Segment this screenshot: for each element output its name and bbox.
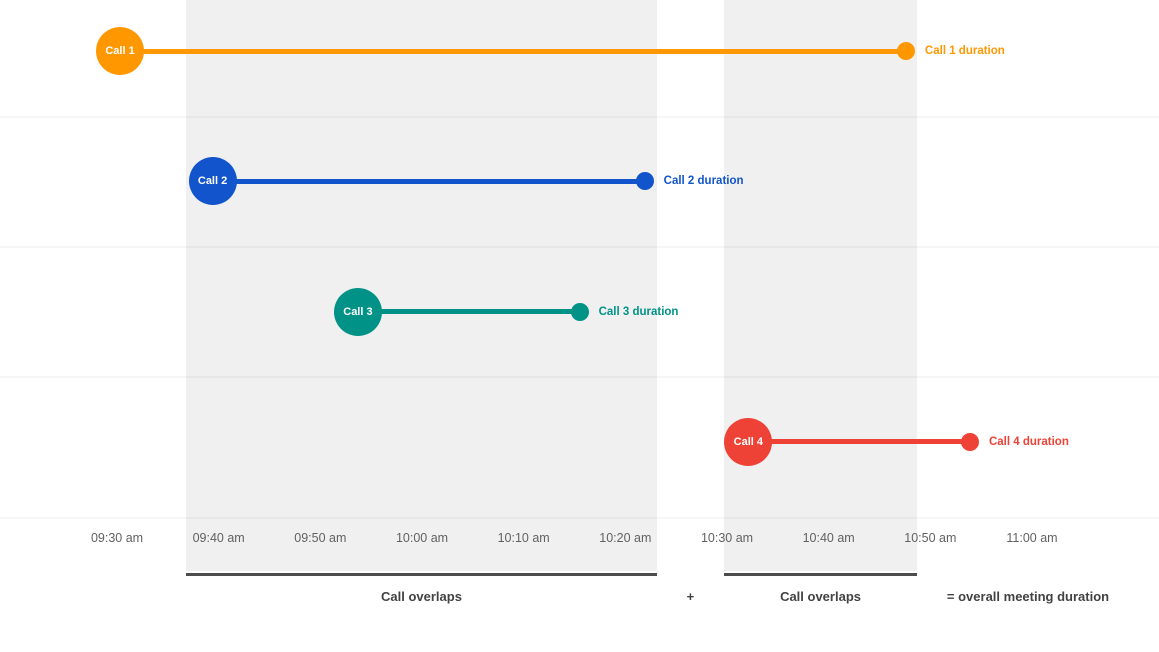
call-label: Call 4: [733, 435, 764, 448]
call-duration-line[interactable]: [357, 309, 580, 315]
overlap-band-label: Call overlaps: [381, 589, 462, 604]
call-duration-line[interactable]: [748, 439, 970, 445]
gridline: [0, 376, 1159, 378]
gridline: [0, 116, 1159, 118]
call-end-marker[interactable]: [896, 42, 915, 60]
call-duration-line[interactable]: [212, 178, 645, 184]
overlap-underline-bar: [723, 573, 918, 576]
x-axis-tick-label: 10:40 am: [802, 531, 855, 545]
overlap-band: [186, 0, 657, 571]
call-duration-label: Call 2 duration: [663, 175, 744, 188]
call-end-marker[interactable]: [960, 432, 979, 451]
x-axis-tick-label: 09:40 am: [192, 531, 245, 545]
x-axis-tick-label: 10:30 am: [700, 531, 754, 545]
call-label: Call 2: [197, 175, 228, 188]
call-duration-label: Call 4 duration: [988, 435, 1069, 448]
x-axis-tick-label: 11:00 am: [1006, 531, 1058, 545]
call-duration-label: Call 3 duration: [598, 305, 679, 318]
call-end-marker[interactable]: [570, 302, 589, 321]
x-axis-tick-label: 09:30 am: [90, 531, 144, 545]
overlap-band-label: Call overlaps: [780, 589, 861, 604]
call-label: Call 3: [343, 305, 373, 318]
call-start-marker[interactable]: Call 3: [333, 287, 382, 336]
overall-duration-label: = overall meeting duration: [946, 589, 1110, 604]
x-axis-tick-label: 09:50 am: [294, 531, 347, 545]
overlap-underline-bar: [186, 573, 657, 576]
call-label: Call 1: [105, 45, 135, 57]
gridline: [0, 246, 1159, 248]
call-duration-label: Call 1 duration: [924, 45, 1005, 57]
overlap-band: [723, 0, 918, 571]
call-end-marker[interactable]: [635, 172, 654, 191]
plus-sign: +: [686, 589, 695, 604]
call-duration-line[interactable]: [120, 48, 906, 54]
x-axis-tick-label: 10:10 am: [497, 531, 550, 545]
call-start-marker[interactable]: Call 2: [188, 157, 237, 206]
x-axis-tick-label: 10:50 am: [904, 531, 957, 545]
call-start-marker[interactable]: Call 4: [724, 417, 773, 466]
x-axis-tick-label: 10:00 am: [395, 531, 449, 545]
call-start-marker[interactable]: Call 1: [96, 27, 145, 75]
gridline: [0, 517, 1159, 519]
x-axis-tick-label: 10:20 am: [599, 531, 652, 545]
